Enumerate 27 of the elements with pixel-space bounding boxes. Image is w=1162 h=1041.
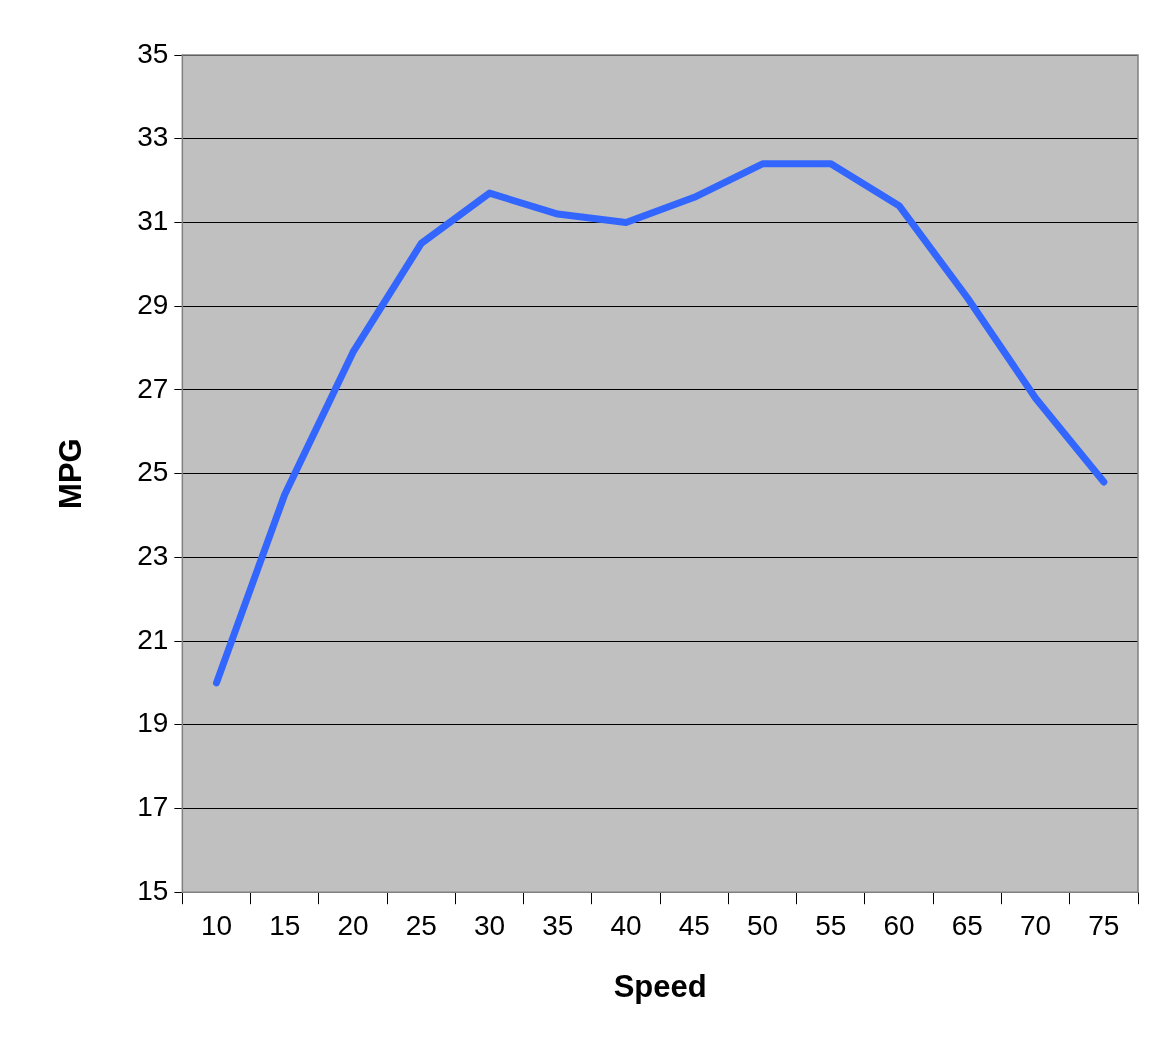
x-tick-label: 10: [200, 909, 233, 941]
x-tick-label: 30: [473, 909, 506, 941]
y-tick-label: 27: [137, 372, 169, 404]
x-tick-label: 15: [269, 909, 301, 941]
x-tick-label: 60: [883, 909, 915, 941]
x-tick-label: 20: [337, 909, 369, 941]
x-axis-title: Speed: [613, 968, 707, 1004]
y-tick-label: 23: [137, 540, 169, 572]
x-tick-label: 40: [610, 909, 642, 941]
x-tick-label: 55: [815, 909, 847, 941]
y-tick-label: 15: [137, 874, 169, 906]
y-tick-label: 33: [137, 121, 169, 153]
y-tick-label: 17: [137, 791, 169, 823]
y-tick-label: 19: [137, 707, 169, 739]
x-tick-label: 35: [542, 909, 574, 941]
y-tick-label: 35: [137, 37, 169, 69]
x-tick-label: 65: [951, 909, 983, 941]
y-tick-label: 31: [137, 205, 169, 237]
y-tick-label: 21: [137, 623, 169, 655]
x-tick-label: 75: [1088, 909, 1120, 941]
x-tick-label: 25: [405, 909, 437, 941]
x-tick-label: 45: [678, 909, 710, 941]
x-tick-label: 50: [746, 909, 779, 941]
x-tick-label: 70: [1020, 909, 1052, 941]
y-tick-label: 25: [137, 456, 169, 488]
y-tick-label: 29: [137, 288, 169, 320]
y-axis-title: MPG: [53, 438, 89, 509]
